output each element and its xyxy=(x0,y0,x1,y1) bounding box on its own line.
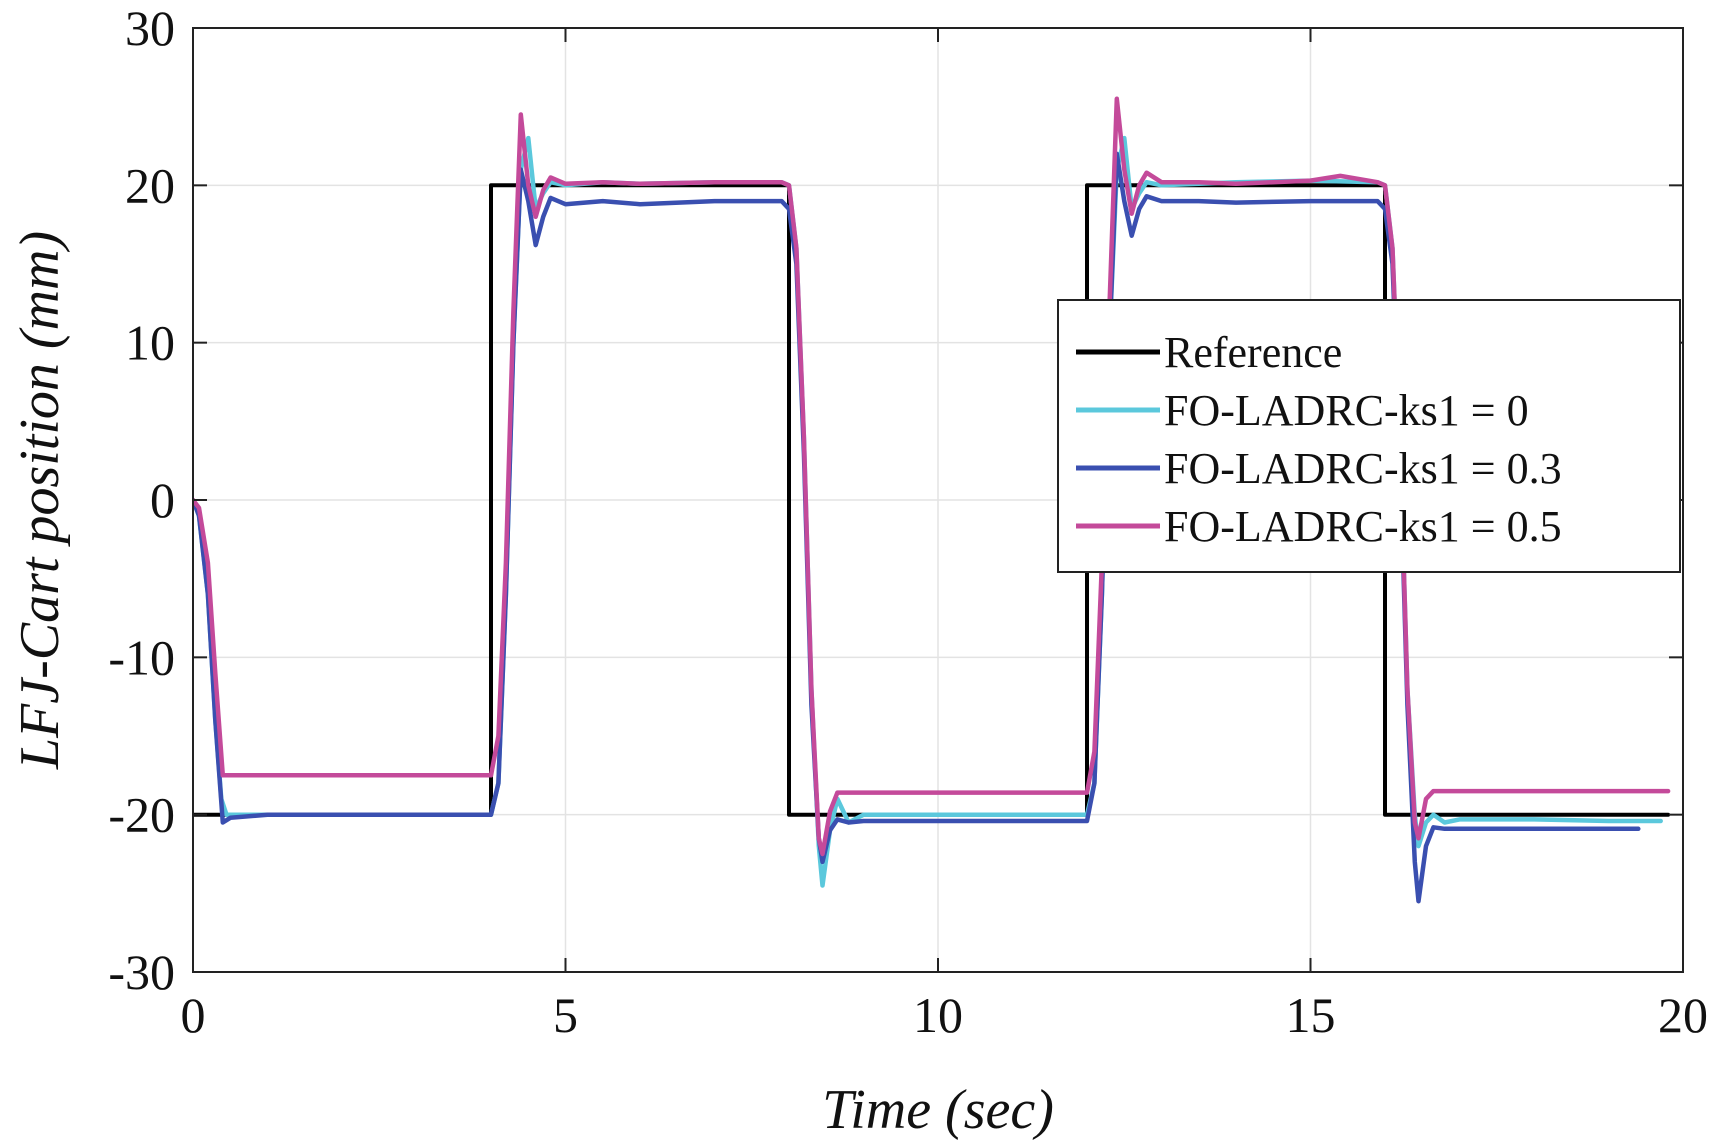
y-tick-label: 10 xyxy=(125,315,175,371)
y-tick-label: 20 xyxy=(125,157,175,213)
legend-label: Reference xyxy=(1164,328,1342,377)
x-axis-title: Time (sec) xyxy=(822,1079,1054,1141)
y-tick-label: -10 xyxy=(108,629,175,685)
y-tick-label: -30 xyxy=(108,944,175,1000)
legend-label: FO-LADRC-ks1 = 0.3 xyxy=(1164,444,1562,493)
tick-marks xyxy=(192,27,1684,973)
x-tick-label: 0 xyxy=(181,987,206,1043)
x-tick-label: 20 xyxy=(1658,987,1708,1043)
legend-box xyxy=(1057,299,1681,573)
tick-labels: 0 5 10 15 20 -30 -20 -10 0 10 20 30 xyxy=(108,0,1708,1043)
legend-label: FO-LADRC-ks1 = 0 xyxy=(1164,386,1529,435)
legend: Reference FO-LADRC-ks1 = 0 FO-LADRC-ks1 = … xyxy=(1057,299,1681,573)
y-axis-title: LFJ-Cart position (mm) xyxy=(9,231,71,770)
x-tick-label: 5 xyxy=(553,987,578,1043)
y-tick-label: 30 xyxy=(125,0,175,56)
y-tick-label: 0 xyxy=(150,472,175,528)
y-tick-label: -20 xyxy=(108,787,175,843)
x-tick-label: 15 xyxy=(1286,987,1336,1043)
x-tick-label: 10 xyxy=(913,987,963,1043)
legend-label: FO-LADRC-ks1 = 0.5 xyxy=(1164,502,1562,551)
